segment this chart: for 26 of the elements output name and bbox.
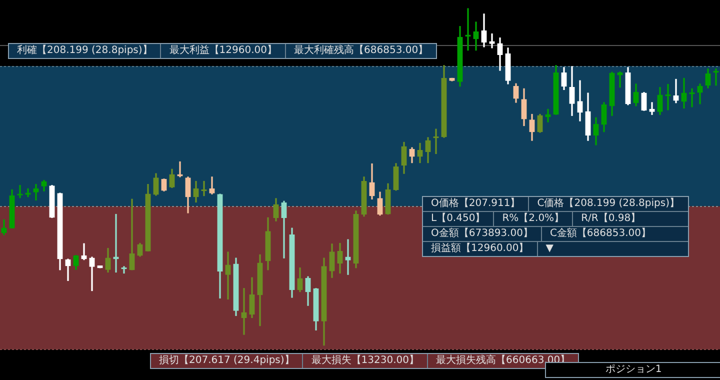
candlestick	[129, 198, 135, 270]
annotation: O価格【207.911】	[430, 197, 522, 211]
annotation: 損益額【12960.00】	[430, 242, 530, 256]
annotation: R%【2.0%】	[493, 212, 572, 226]
candlestick	[225, 252, 231, 300]
candlestick	[345, 239, 351, 275]
annotation: C価格【208.199 (28.8pips)】	[528, 197, 688, 211]
annotation: C金額【686853.00】	[540, 227, 660, 241]
candlestick	[489, 33, 495, 48]
annotation: 最大利益【12960.00】	[160, 44, 286, 58]
text: 損切【207.617 (29.4pips)】	[158, 354, 296, 368]
candlestick	[473, 22, 479, 51]
annotation: L【0.450】	[430, 212, 486, 226]
candlestick	[33, 184, 39, 200]
annotation: 利確【208.199 (28.8pips)】	[16, 44, 154, 58]
candlestick	[17, 184, 23, 198]
candlestick	[649, 102, 655, 115]
text: ポジション1	[604, 363, 663, 377]
annotation: ▼	[536, 242, 562, 256]
candlestick	[241, 288, 247, 335]
candlestick	[81, 243, 87, 260]
annotation: R/R【0.98】	[572, 212, 649, 226]
annotation: O金額【673893.00】	[430, 227, 534, 241]
text: 最大損失【13230.00】	[302, 354, 428, 368]
candlestick	[673, 78, 679, 104]
annotation: 最大利確残高【686853.00】	[285, 44, 436, 58]
